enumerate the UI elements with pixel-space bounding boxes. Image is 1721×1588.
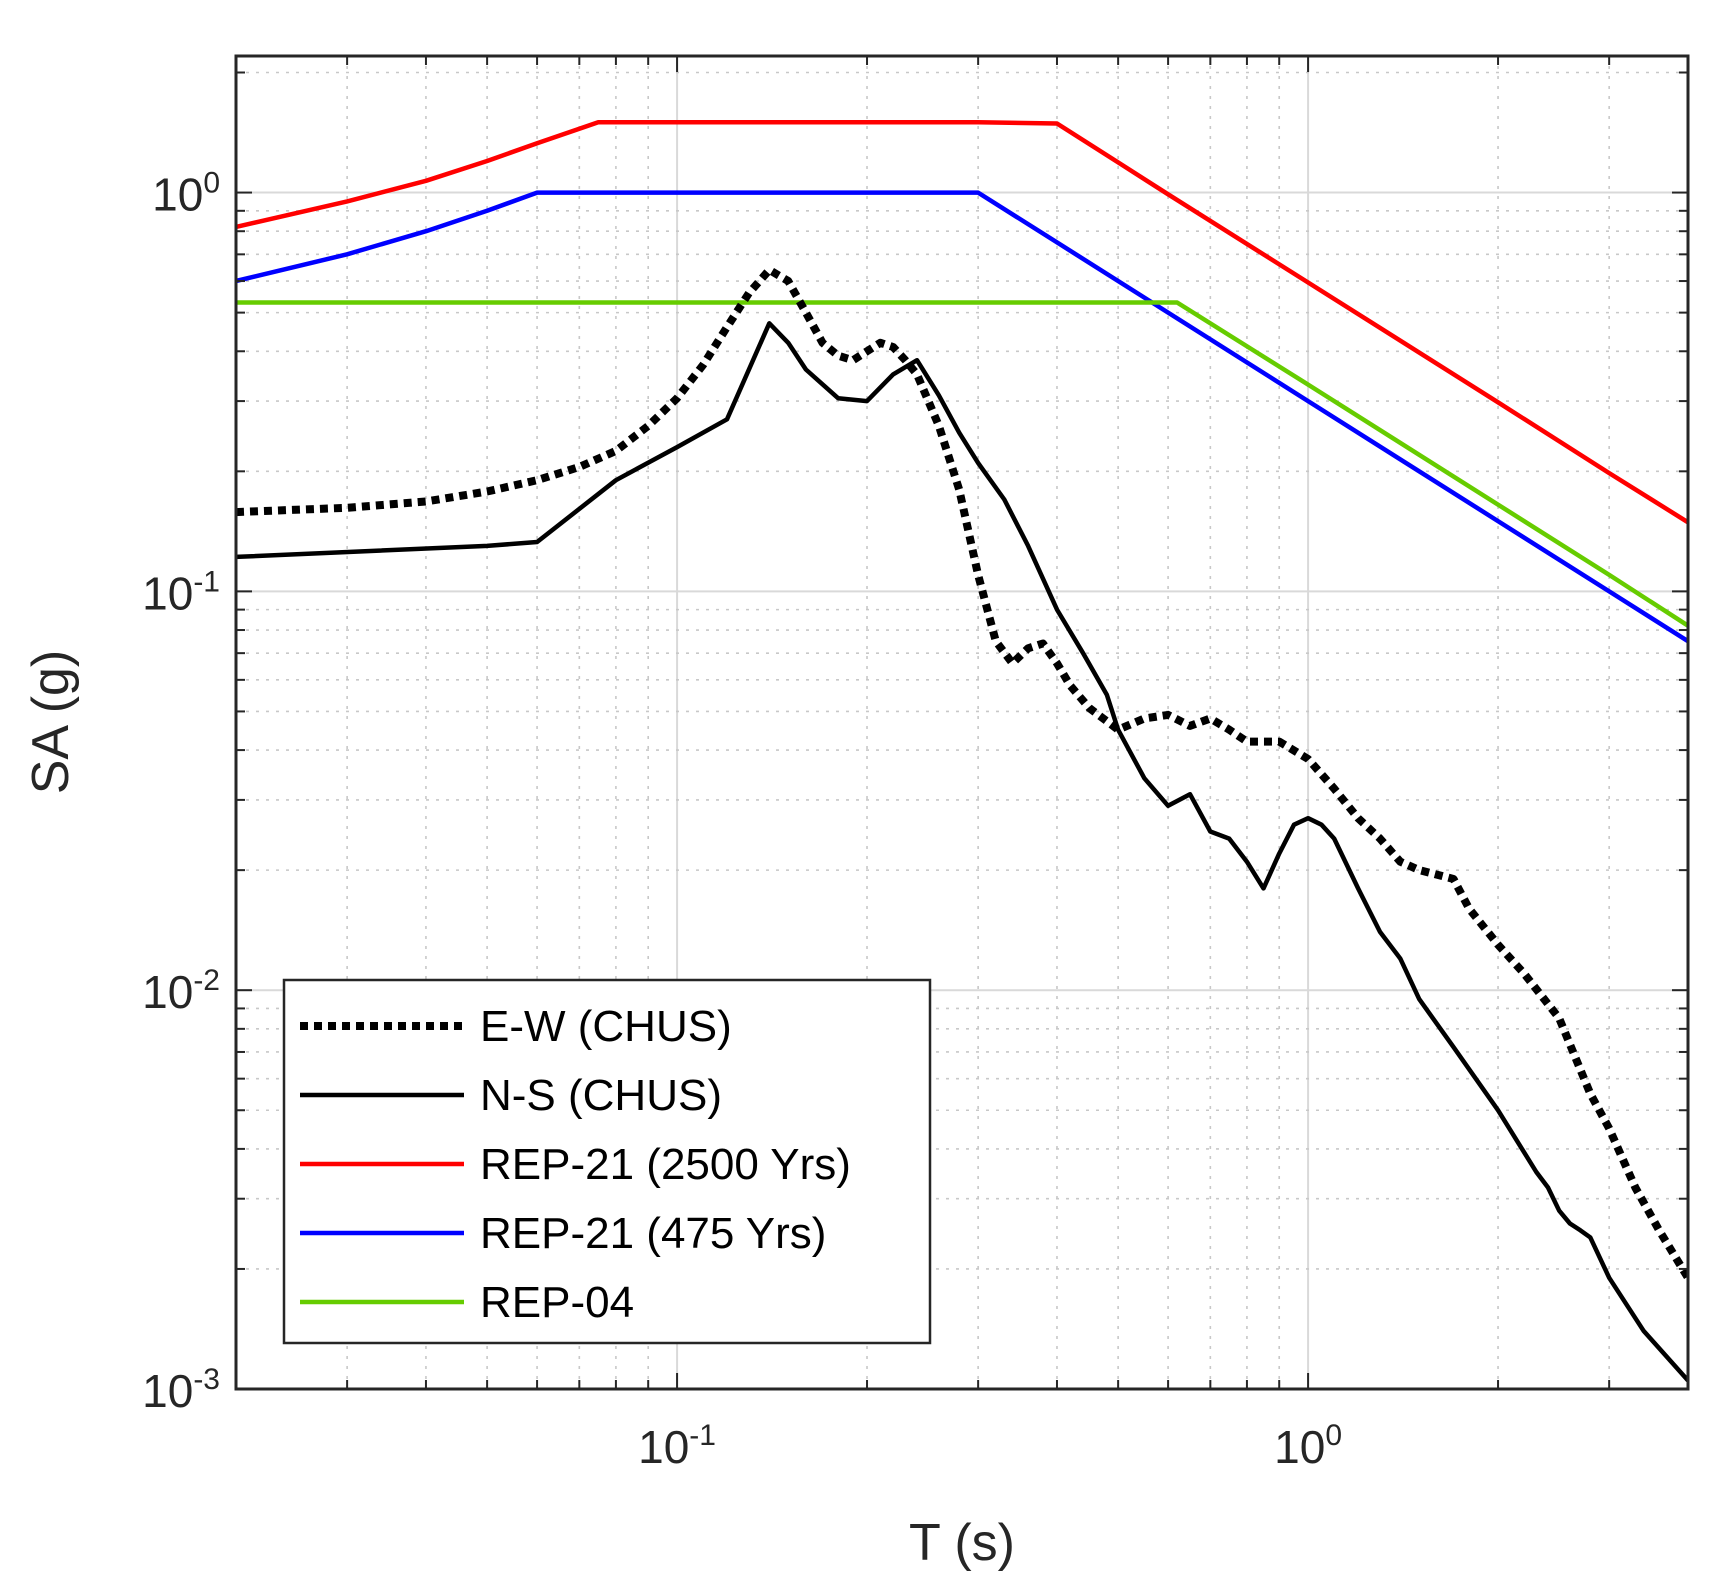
legend-label-rep-21-475-yrs: REP-21 (475 Yrs) — [480, 1209, 826, 1258]
y-tick-label: 10-2 — [142, 964, 220, 1018]
tick-labels: 10-1 100 10-3 10-2 10-1 100 — [142, 167, 1342, 1473]
legend-label-rep-21-2500-yrs: REP-21 (2500 Yrs) — [480, 1140, 851, 1189]
series-line-rep-21-475-yrs — [236, 190, 1688, 644]
x-axis-label: T (s) — [909, 1514, 1015, 1572]
series-group — [236, 120, 1688, 1382]
y-tick-label: 10-3 — [142, 1363, 220, 1417]
x-tick-label: 100 — [1274, 1419, 1342, 1473]
tick-marks — [236, 56, 1688, 1389]
plot-area-frame — [234, 54, 1690, 1391]
x-tick-label: 10-1 — [638, 1419, 716, 1473]
series-line-n-s-chus — [236, 321, 1688, 1382]
legend-label-e-w-chus: E-W (CHUS) — [480, 1002, 732, 1051]
legend-label-n-s-chus: N-S (CHUS) — [480, 1071, 722, 1120]
series-line-rep-21-2500-yrs — [236, 120, 1688, 525]
y-tick-label: 100 — [152, 167, 220, 221]
series-line-e-w-chus — [236, 265, 1688, 1280]
series-layer — [236, 120, 1688, 1382]
y-tick-label: 10-1 — [142, 565, 220, 619]
y-axis-label: SA (g) — [22, 650, 80, 795]
series-line-rep-04 — [236, 300, 1688, 628]
legend-box — [282, 978, 932, 1345]
legend: E-W (CHUS) N-S (CHUS) REP-21 (2500 Yrs) REP… — [282, 978, 932, 1345]
legend-label-rep-04: REP-04 — [480, 1278, 634, 1327]
